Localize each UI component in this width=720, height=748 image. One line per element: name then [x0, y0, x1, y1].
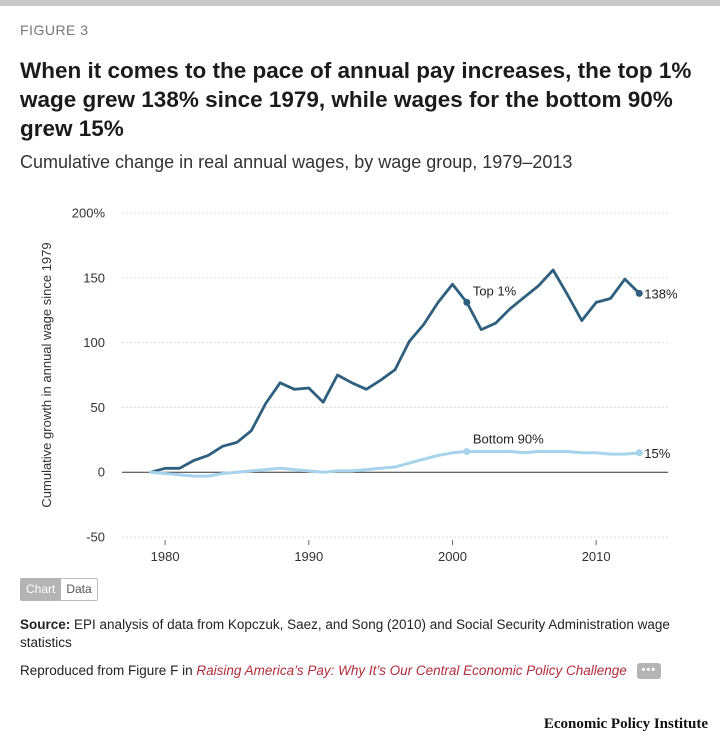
line-chart: 200% 150 100 50 0 -50 1980 1990 2000 2010 Cumulati… — [39, 206, 678, 565]
tab-chart[interactable]: Chart — [20, 578, 62, 601]
report-link[interactable]: Raising America’s Pay: Why It’s Our Cent… — [196, 663, 627, 678]
series-line-bottom90 — [149, 450, 641, 478]
source-note: Source: EPI analysis of data from Kopczu… — [20, 616, 700, 652]
chart-subtitle: Cumulative change in real annual wages, … — [20, 152, 573, 172]
series-end-point — [635, 289, 643, 297]
y-tick-label: 200% — [72, 206, 106, 221]
y-axis-label: Cumulative growth in annual wage since 1… — [39, 242, 54, 507]
series-name-label: Bottom 90% — [473, 431, 544, 446]
tab-data[interactable]: Data — [61, 578, 98, 601]
series-end-label: 138% — [644, 286, 678, 301]
y-tick-label: 0 — [98, 465, 105, 480]
x-tick-label: 2000 — [438, 549, 467, 564]
y-tick-label: -50 — [86, 530, 105, 545]
figure-label: FIGURE 3 — [20, 22, 89, 38]
y-tick-label: 50 — [91, 400, 105, 415]
reproduced-prefix: Reproduced from Figure F in — [20, 663, 193, 678]
series-marker — [463, 298, 471, 306]
reproduced-note: Reproduced from Figure F in Raising Amer… — [20, 661, 700, 681]
x-tick-label: 1990 — [294, 549, 323, 564]
x-tick-label: 1980 — [151, 549, 180, 564]
brand-logo: Economic Policy Institute — [543, 716, 708, 732]
series-end-point — [635, 449, 643, 457]
series-end-label: 15% — [644, 446, 670, 461]
more-button[interactable]: ••• — [636, 663, 662, 680]
source-text: EPI analysis of data from Kopczuk, Saez,… — [20, 617, 670, 650]
y-tick-label: 150 — [83, 270, 105, 285]
view-tabs: Chart Data — [20, 578, 98, 601]
x-tick-label: 2010 — [582, 549, 611, 564]
series-name-label: Top 1% — [473, 283, 517, 298]
top-rule — [0, 0, 720, 6]
series-line-top1 — [149, 268, 641, 474]
series-marker — [463, 447, 471, 455]
y-tick-label: 100 — [83, 335, 105, 350]
source-label: Source: — [20, 617, 71, 632]
chart-title: When it comes to the pace of annual pay … — [20, 58, 692, 141]
